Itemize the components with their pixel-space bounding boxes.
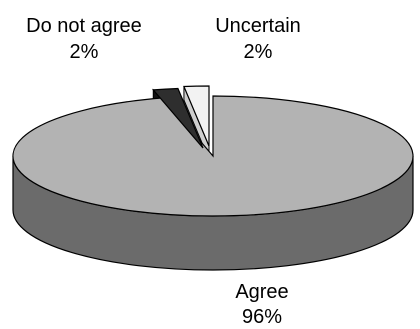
pie-slice-agree (12, 95, 414, 217)
value-agree: 96% (242, 306, 282, 328)
pie-slices (12, 85, 414, 271)
value-do-not-agree: 2% (70, 41, 99, 63)
value-uncertain: 2% (244, 41, 273, 63)
label-agree: Agree (235, 281, 288, 303)
label-do-not-agree: Do not agree (26, 15, 142, 37)
pie-slice-uncertain (183, 85, 210, 147)
label-uncertain: Uncertain (215, 15, 301, 37)
pie-slice-do-not-agree (152, 87, 204, 149)
